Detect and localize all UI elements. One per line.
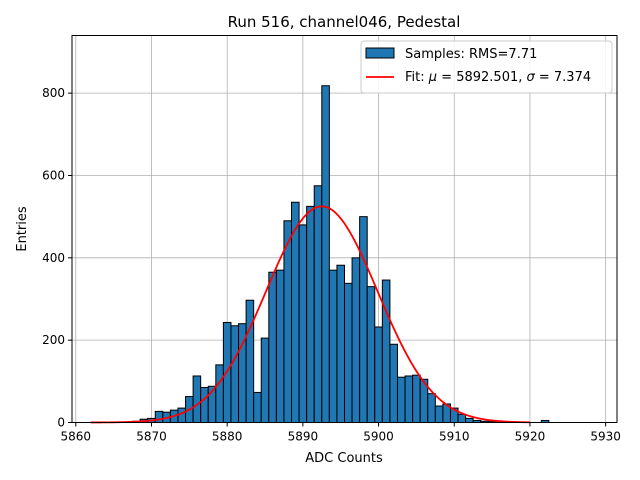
x-ticks: 5860 5870 5880 5890 5900 5910 5920 5930 — [61, 422, 621, 444]
histogram-bar — [306, 205, 315, 423]
histogram-bar — [298, 224, 308, 423]
histogram-bar — [381, 279, 391, 423]
plot-frame — [71, 35, 618, 423]
histogram-bar — [396, 376, 406, 424]
histogram-bar — [457, 413, 467, 424]
histogram-bar — [215, 364, 224, 423]
x-tick-label: 5930 — [590, 430, 621, 444]
y-tick-label: 800 — [42, 86, 65, 100]
histogram-bar — [427, 393, 436, 423]
y-ticks: 0 200 400 600 800 — [42, 86, 72, 430]
histogram-bar — [465, 417, 474, 423]
x-tick-label: 5880 — [212, 430, 243, 444]
histogram-bar — [192, 375, 202, 423]
legend-bars-label: Samples: RMS=7.71 — [405, 47, 537, 62]
histogram-bar — [200, 387, 209, 423]
chart-title: Run 516, channel046, Pedestal — [228, 13, 461, 31]
x-axis-label: ADC Counts — [305, 451, 383, 466]
histogram-bar — [328, 269, 338, 424]
x-tick-label: 5870 — [136, 430, 167, 444]
histogram-bar — [260, 337, 270, 424]
histogram-bar — [230, 325, 240, 423]
histogram-bar — [268, 271, 277, 423]
histogram-bar — [253, 391, 262, 423]
histogram-bar — [313, 185, 323, 423]
histogram-bar — [336, 264, 345, 424]
histogram-bar — [177, 407, 187, 423]
legend-fit-label: Fit: μ = 5892.501, σ = 7.374 — [405, 70, 591, 85]
histogram-bar — [245, 299, 255, 423]
y-tick-label: 0 — [57, 416, 65, 430]
histogram-bar — [154, 410, 164, 423]
x-tick-label: 5860 — [61, 430, 92, 444]
histogram-bar — [351, 257, 361, 423]
histogram-bar — [321, 85, 330, 423]
x-tick-label: 5890 — [288, 430, 319, 444]
histogram-bar — [412, 374, 421, 424]
x-tick-label: 5920 — [515, 430, 546, 444]
y-axis-label: Entries — [15, 206, 30, 252]
x-tick-label: 5900 — [363, 430, 394, 444]
y-tick-label: 200 — [42, 333, 65, 347]
histogram-bar — [404, 375, 414, 423]
histogram-bar — [283, 220, 293, 423]
histogram-bar — [374, 326, 383, 423]
histogram-bar — [275, 269, 285, 424]
legend-box — [360, 40, 613, 94]
histogram-bar — [389, 343, 398, 423]
histogram-bars — [132, 85, 550, 424]
fit-curve — [90, 205, 530, 424]
histogram-bar — [359, 216, 368, 423]
legend: Samples: RMS=7.71 Fit: μ = 5892.501, σ =… — [360, 40, 613, 94]
legend-bars-swatch — [365, 47, 395, 59]
y-tick-label: 400 — [42, 251, 65, 265]
histogram-bar — [344, 282, 353, 424]
x-tick-label: 5910 — [439, 430, 470, 444]
histogram-bar — [434, 405, 444, 424]
histogram-bar — [366, 286, 376, 424]
y-tick-label: 600 — [42, 168, 65, 182]
